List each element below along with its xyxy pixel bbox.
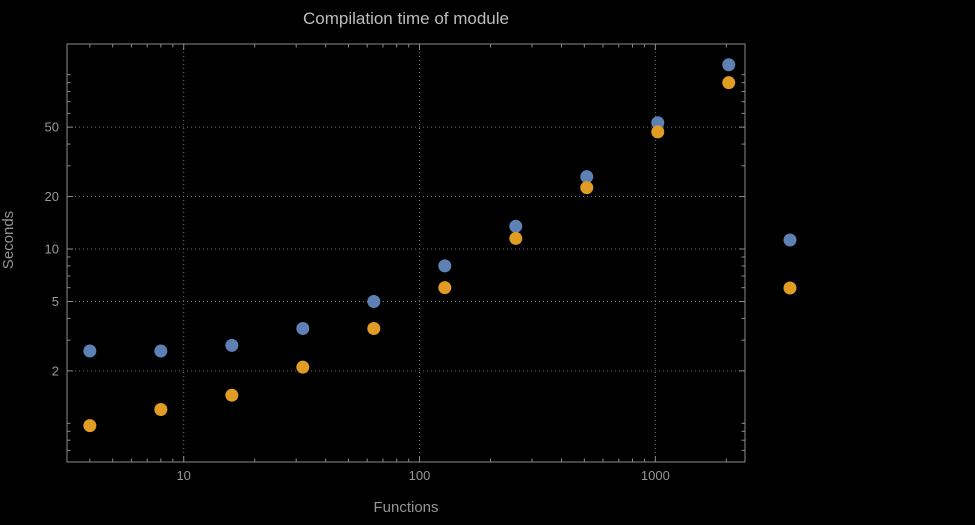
data-point [225, 388, 239, 402]
series-2 [83, 76, 736, 433]
y-tick-label: 10 [45, 242, 59, 257]
y-tick-label: 50 [45, 120, 59, 135]
y-tick-label: 20 [45, 189, 59, 204]
data-point [509, 219, 523, 233]
data-point [509, 231, 523, 245]
series-1 [83, 58, 736, 358]
data-point [367, 321, 381, 335]
data-point [367, 294, 381, 308]
x-axis-label: Functions [373, 499, 438, 516]
data-point [651, 125, 665, 139]
data-point [154, 344, 168, 358]
data-point [722, 76, 736, 90]
x-tick-label: 1000 [641, 468, 670, 483]
data-point [580, 170, 594, 184]
data-point [580, 181, 594, 195]
data-point [296, 360, 310, 374]
y-tick-label: 2 [52, 363, 59, 378]
data-point [83, 419, 97, 433]
data-point [83, 344, 97, 358]
axis-ticks [67, 44, 745, 462]
data-point [438, 281, 452, 295]
gridlines [67, 44, 745, 462]
x-tick-label: 100 [409, 468, 431, 483]
data-point [154, 403, 168, 417]
chart-title: Compilation time of module [303, 9, 509, 28]
y-axis-label: Seconds [0, 211, 17, 269]
data-point [651, 116, 665, 130]
data-point [438, 259, 452, 273]
tick-labels: 10 100 1000 2 5 10 20 50 [45, 120, 670, 483]
data-point [296, 321, 310, 335]
x-tick-label: 10 [176, 468, 190, 483]
plot-frame [66, 43, 746, 463]
data-point [722, 58, 736, 72]
data-point [225, 338, 239, 352]
legend-marker-series-2 [783, 281, 797, 295]
legend-marker-series-1 [783, 233, 797, 247]
y-tick-label: 5 [52, 294, 59, 309]
